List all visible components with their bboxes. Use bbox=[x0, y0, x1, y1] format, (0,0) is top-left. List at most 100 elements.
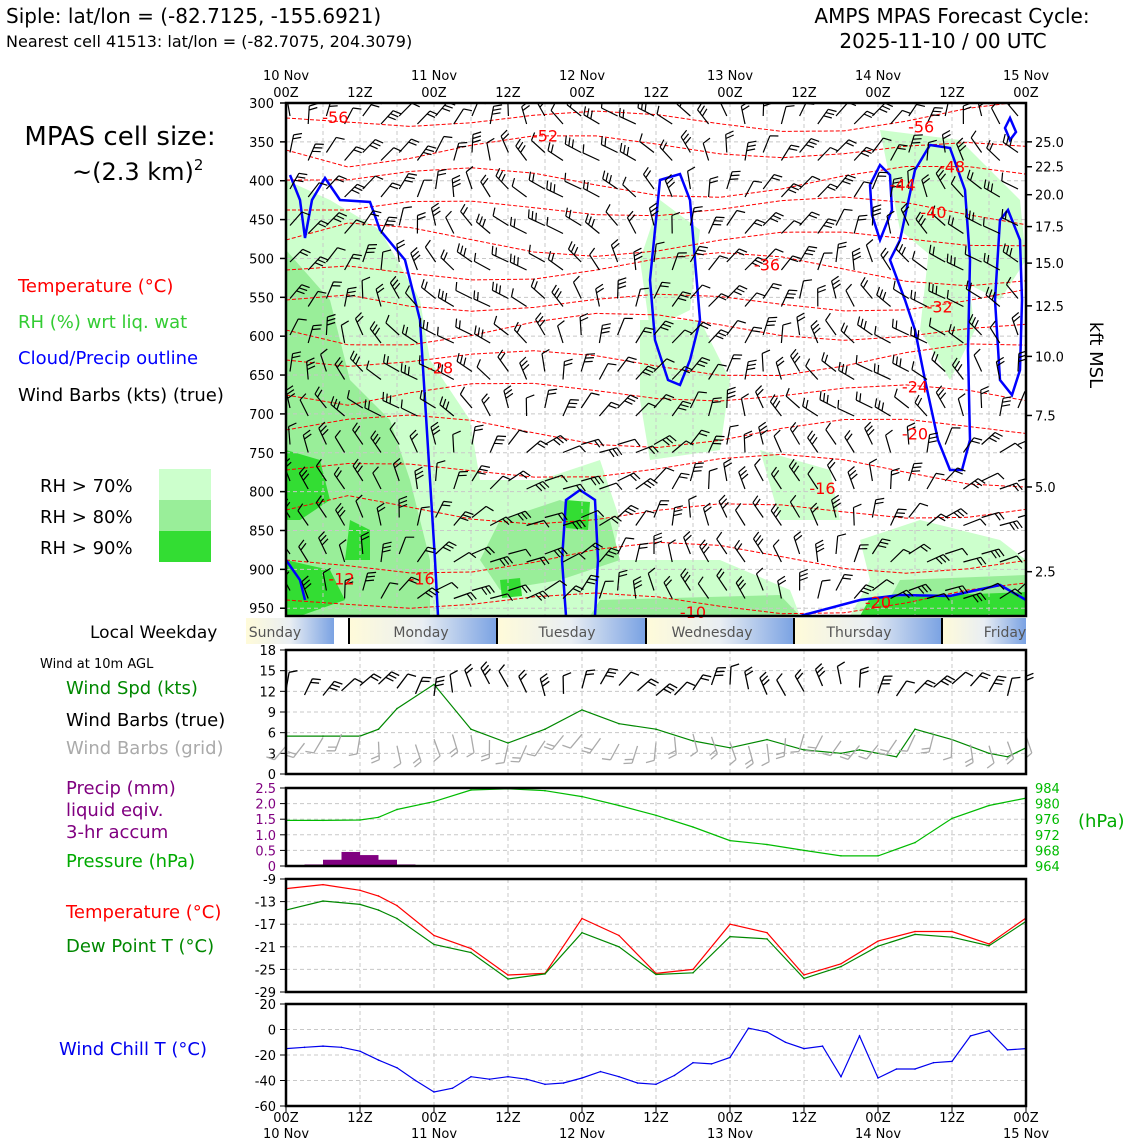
wind-barb bbox=[962, 437, 983, 453]
wind-barb bbox=[886, 210, 895, 234]
wind-barb bbox=[289, 284, 310, 299]
wind-barb bbox=[873, 363, 891, 381]
bottom-day-label: 12 Nov bbox=[559, 1127, 605, 1140]
wind-barb bbox=[752, 531, 764, 555]
wind-barb bbox=[508, 584, 532, 594]
value-tick-label: 12 bbox=[259, 685, 276, 700]
wind-barb bbox=[835, 533, 847, 555]
wind-barb bbox=[738, 466, 749, 490]
wind-barb bbox=[370, 741, 380, 764]
wind-barb bbox=[671, 472, 690, 490]
temperature-line bbox=[285, 883, 1027, 976]
wind-barb bbox=[471, 505, 494, 518]
wind-barb bbox=[449, 734, 459, 758]
bottom-hour-label: 12Z bbox=[939, 1111, 965, 1126]
wind-barb bbox=[419, 318, 436, 336]
wind-barb bbox=[1017, 390, 1026, 409]
windchill-line-point bbox=[988, 1029, 990, 1032]
wind-barb bbox=[508, 510, 532, 521]
wind-barb bbox=[914, 394, 928, 417]
wind-speed-line-point bbox=[766, 738, 768, 741]
wind-barb bbox=[769, 394, 782, 417]
dewpoint-line-point bbox=[377, 909, 380, 911]
isotherm-label: -28 bbox=[427, 358, 453, 377]
wind-barb bbox=[617, 504, 639, 518]
wind-barb bbox=[618, 107, 637, 125]
wind-barb bbox=[635, 327, 654, 344]
wind-barb bbox=[933, 675, 956, 688]
wind-barb bbox=[775, 738, 787, 760]
wind-barb bbox=[366, 360, 382, 380]
wind-barb bbox=[635, 365, 657, 380]
wind-barb bbox=[755, 385, 764, 409]
wind-barb bbox=[622, 176, 637, 198]
wind-barb bbox=[945, 585, 969, 595]
wind-barb bbox=[817, 218, 837, 234]
wind-barb bbox=[287, 103, 291, 117]
wind-barb bbox=[855, 355, 873, 373]
wind-barb bbox=[581, 669, 596, 689]
wind-barb bbox=[507, 429, 528, 445]
wind-barb bbox=[837, 399, 855, 417]
wind-barb bbox=[847, 466, 858, 490]
isotherm-label: -16 bbox=[809, 479, 835, 498]
windchill-line-point bbox=[821, 1045, 824, 1047]
wind-barb bbox=[584, 213, 600, 234]
wind-barb bbox=[908, 134, 923, 153]
isotherm-label: -48 bbox=[939, 158, 965, 177]
windchill-line-point bbox=[303, 1046, 306, 1049]
wind-barb bbox=[370, 430, 382, 453]
wind-barb bbox=[926, 513, 949, 526]
wind-barb bbox=[982, 217, 1001, 235]
wind-barb bbox=[729, 663, 740, 685]
wind-barb bbox=[567, 241, 582, 263]
windchill-line-point bbox=[618, 1075, 620, 1078]
windchill-line-point bbox=[895, 1068, 898, 1070]
wind-barb bbox=[659, 139, 673, 161]
wind-barb bbox=[562, 519, 586, 530]
wind-barb bbox=[735, 575, 747, 599]
wind-barb bbox=[546, 216, 564, 235]
temperature-line-point bbox=[803, 974, 805, 976]
wind-barb bbox=[617, 356, 637, 372]
wind-barb bbox=[744, 256, 766, 271]
wind-barb bbox=[495, 744, 509, 765]
wind-barb bbox=[988, 675, 1007, 693]
wind-barb bbox=[708, 329, 729, 344]
wind-barb bbox=[699, 539, 710, 563]
wind-barb bbox=[963, 556, 987, 566]
isotherm-label: -40 bbox=[920, 203, 946, 222]
wind-barb bbox=[344, 183, 366, 198]
windchill-line-point bbox=[1006, 1049, 1009, 1051]
weekday-label: Thursday bbox=[825, 625, 891, 641]
wind-barb bbox=[729, 742, 737, 766]
wind-barb bbox=[981, 582, 1005, 592]
wind-barb bbox=[562, 553, 586, 563]
wind-barb bbox=[853, 544, 869, 563]
bottom-hour-label: 12Z bbox=[347, 1111, 373, 1126]
wind-barb bbox=[333, 466, 346, 490]
wind-barb bbox=[344, 219, 365, 234]
wind-barb bbox=[526, 590, 550, 601]
wind-barb bbox=[853, 146, 875, 161]
wind-barb bbox=[890, 109, 911, 125]
bottom-day-label: 14 Nov bbox=[855, 1127, 901, 1140]
windchill-line-point bbox=[766, 1031, 768, 1033]
temperature-line-point bbox=[951, 930, 953, 933]
temperature-line-point bbox=[988, 943, 990, 945]
pressure-tick-label: 700 bbox=[249, 408, 274, 423]
wind-barb bbox=[289, 211, 311, 226]
wind-barb bbox=[653, 394, 675, 409]
wind-barb bbox=[964, 245, 982, 263]
wind-barb bbox=[480, 739, 491, 762]
wind-barb bbox=[794, 668, 805, 692]
temperature-line-point bbox=[433, 934, 435, 937]
wind-barb bbox=[266, 745, 287, 761]
wind-barb bbox=[289, 248, 311, 263]
isotherm-label: -12 bbox=[328, 570, 354, 589]
wind-barb bbox=[600, 136, 618, 154]
wind-barb bbox=[664, 174, 676, 198]
pressure-line-point bbox=[840, 855, 842, 857]
value-tick-label: -17 bbox=[255, 918, 276, 933]
